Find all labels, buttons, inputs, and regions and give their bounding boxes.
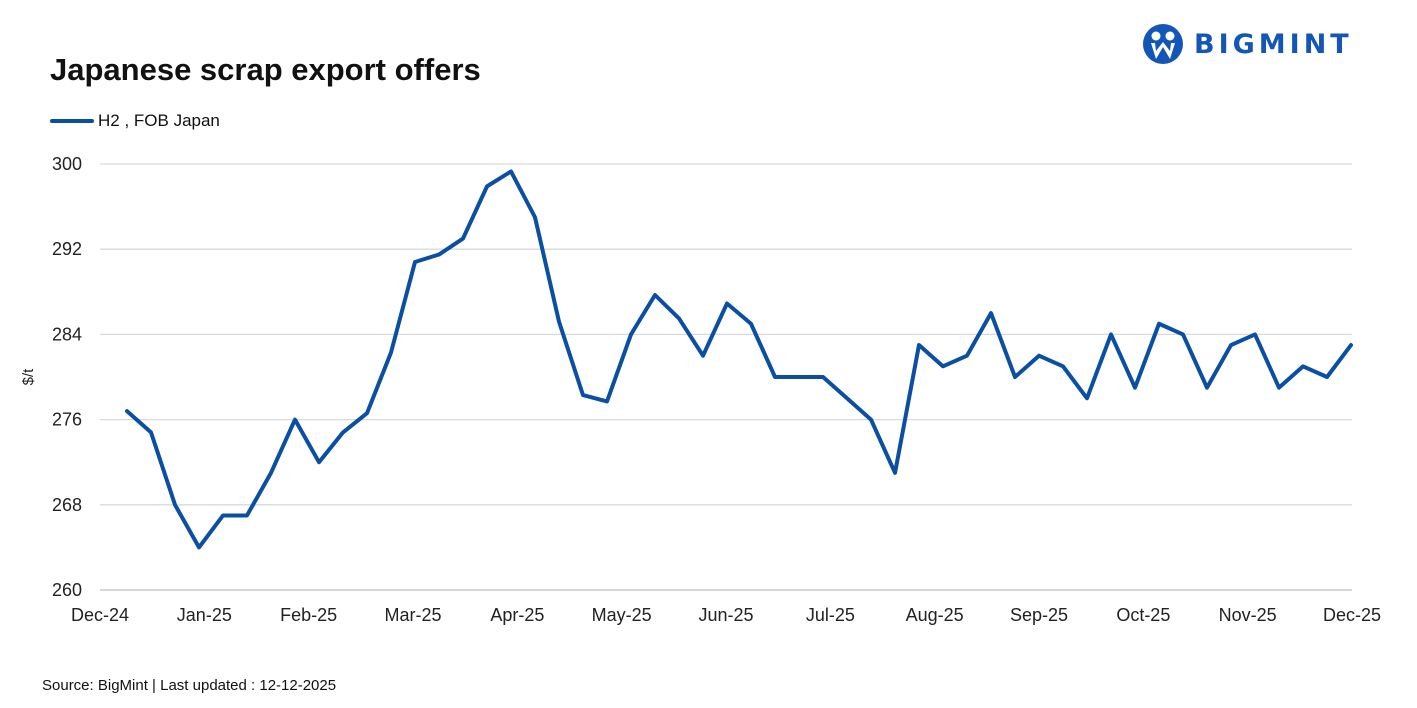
legend: H2 , FOB Japan [50,111,220,131]
brand-name: BIGMINT [1194,28,1353,60]
x-tick-label: Jul-25 [806,605,855,625]
x-tick-label: Jun-25 [698,605,753,625]
y-tick-label: 260 [52,580,82,600]
x-tick-label: Apr-25 [490,605,544,625]
x-tick-label: Dec-25 [1323,605,1381,625]
x-tick-label: Mar-25 [384,605,441,625]
x-tick-label: Oct-25 [1116,605,1170,625]
x-tick-label: Aug-25 [906,605,964,625]
bigmint-logo-icon [1143,24,1183,64]
y-tick-label: 284 [52,324,82,344]
x-tick-label: Feb-25 [280,605,337,625]
chart-title: Japanese scrap export offers [50,52,481,87]
y-tick-label: 276 [52,410,82,430]
x-tick-label: Sep-25 [1010,605,1068,625]
x-tick-label: Dec-24 [71,605,129,625]
y-tick-label: 300 [52,154,82,174]
y-tick-label: 292 [52,239,82,259]
source-note: Source: BigMint | Last updated : 12-12-2… [42,677,337,694]
x-tick-label: Jan-25 [177,605,232,625]
bigmint-logo: BIGMINT [1142,23,1353,65]
legend-label: H2 , FOB Japan [98,111,220,130]
series-line [125,169,1353,550]
y-tick-label: 268 [52,495,82,515]
legend-swatch [50,119,94,123]
x-tick-label: May-25 [592,605,652,625]
x-tick-label: Nov-25 [1219,605,1277,625]
y-axis-label: $/t [20,368,37,386]
